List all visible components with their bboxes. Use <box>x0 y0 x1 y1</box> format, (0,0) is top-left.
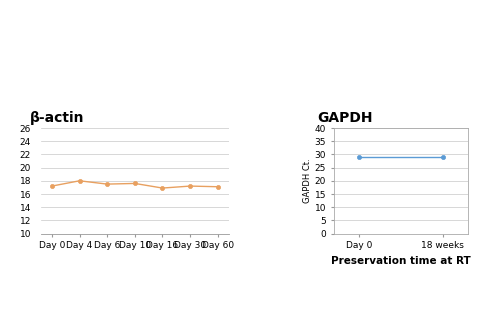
Y-axis label: GAPDH Ct.: GAPDH Ct. <box>303 158 312 203</box>
Text: β-actin: β-actin <box>29 111 84 125</box>
Text: GAPDH: GAPDH <box>318 111 373 125</box>
X-axis label: Preservation time at RT: Preservation time at RT <box>331 256 471 266</box>
